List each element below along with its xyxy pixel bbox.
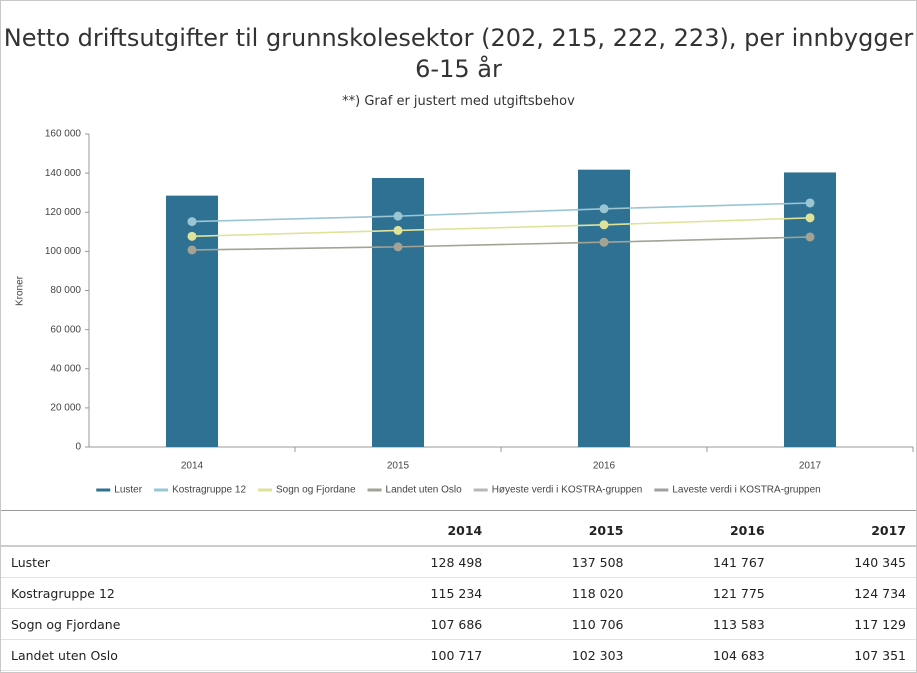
y-tick-label: 80 000: [50, 285, 81, 296]
table-row: Luster 128 498 137 508 141 767 140 345: [1, 546, 916, 578]
legend-label: Høyeste verdi i KOSTRA-gruppen: [492, 485, 643, 496]
table-cell: 113 583: [633, 608, 775, 640]
point: [393, 242, 403, 252]
y-tick-label: 20 000: [50, 403, 81, 414]
header-cell: 2016: [633, 515, 775, 547]
legend-label: Kostragruppe 12: [172, 485, 246, 496]
chart-subtitle: **) Graf er justert med utgiftsbehov: [342, 94, 575, 109]
point: [805, 232, 815, 242]
point: [805, 213, 815, 223]
point: [805, 198, 815, 208]
table-cell: 115 234: [351, 577, 493, 609]
y-tick-label: 0: [75, 442, 81, 453]
legend-item: Sogn og Fjordane: [258, 485, 356, 496]
table-cell: Luster: [1, 546, 351, 578]
chart-title: Netto driftsutgifter til grunnskolesekto…: [3, 24, 914, 83]
legend-label: Sogn og Fjordane: [276, 485, 356, 496]
table-cell: 117 129: [774, 608, 916, 640]
y-tick-label: 40 000: [50, 363, 81, 374]
y-axis-label: Kroner: [15, 275, 26, 306]
x-tick-label: 2016: [593, 461, 616, 472]
table-cell: 100 717: [351, 639, 493, 671]
table-row: Landet uten Oslo 100 717 102 303 104 683 107…: [1, 639, 916, 671]
table-cell: 137 508: [492, 546, 634, 578]
y-tick-label: 160 000: [45, 129, 82, 140]
point: [599, 237, 609, 247]
legend-label: Landet uten Oslo: [386, 485, 463, 496]
table-cell: 102 303: [492, 639, 634, 671]
header-cell: [1, 515, 351, 547]
y-tick-label: 140 000: [45, 168, 82, 179]
table-cell: 118 020: [492, 577, 634, 609]
point: [393, 211, 403, 221]
point: [187, 245, 197, 255]
point: [599, 204, 609, 214]
y-tick-label: 100 000: [45, 246, 82, 257]
point: [599, 220, 609, 230]
point: [187, 231, 197, 241]
x-tick-label: 2015: [387, 461, 410, 472]
legend-item: Luster: [96, 485, 143, 496]
table-cell: 124 734: [774, 577, 916, 609]
legend-label: Laveste verdi i KOSTRA-gruppen: [672, 485, 820, 496]
bar: [372, 177, 424, 447]
line: [191, 202, 811, 223]
legend-item: Landet uten Oslo: [367, 485, 463, 496]
x-tick-label: 2017: [799, 461, 822, 472]
header-cell: 2015: [492, 515, 634, 547]
x-tick-label: 2014: [181, 461, 204, 472]
y-tick-label: 120 000: [45, 207, 82, 218]
header-cell: 2017: [774, 515, 916, 547]
table-cell: 107 351: [774, 639, 916, 671]
table-cell: 110 706: [492, 608, 634, 640]
table-cell: Sogn og Fjordane: [1, 608, 351, 640]
line: [191, 217, 811, 238]
table-cell: 140 345: [774, 546, 916, 578]
table-cell: 141 767: [633, 546, 775, 578]
separator: [1, 510, 916, 511]
table-cell: Kostragruppe 12: [1, 577, 351, 609]
table-cell: 104 683: [633, 639, 775, 671]
table-row: Sogn og Fjordane 107 686 110 706 113 583 117…: [1, 608, 916, 640]
line: [191, 236, 811, 251]
chart: Kroner 0 20 000 40 000 60 000 80 000 100 000 1…: [15, 129, 914, 496]
legend-item: Laveste verdi i KOSTRA-gruppen: [654, 485, 821, 496]
point: [393, 225, 403, 235]
table-cell: 107 686: [351, 608, 493, 640]
legend-item: Høyeste verdi i KOSTRA-gruppen: [473, 485, 643, 496]
table-cell: 121 775: [633, 577, 775, 609]
legend-item: Kostragruppe 12: [154, 485, 246, 496]
data-table: 2014 2015 2016 2017 Luster 128 498 137 508 141…: [1, 515, 916, 671]
point: [187, 217, 197, 227]
legend-label: Luster: [114, 485, 142, 496]
bar: [578, 169, 630, 447]
table-header: 2014 2015 2016 2017: [1, 515, 916, 547]
table-cell: Landet uten Oslo: [1, 639, 351, 671]
table-row: Kostragruppe 12 115 234 118 020 121 775 124 …: [1, 577, 916, 609]
y-tick-label: 60 000: [50, 324, 81, 335]
header-cell: 2014: [351, 515, 493, 547]
table-cell: 128 498: [351, 546, 493, 578]
